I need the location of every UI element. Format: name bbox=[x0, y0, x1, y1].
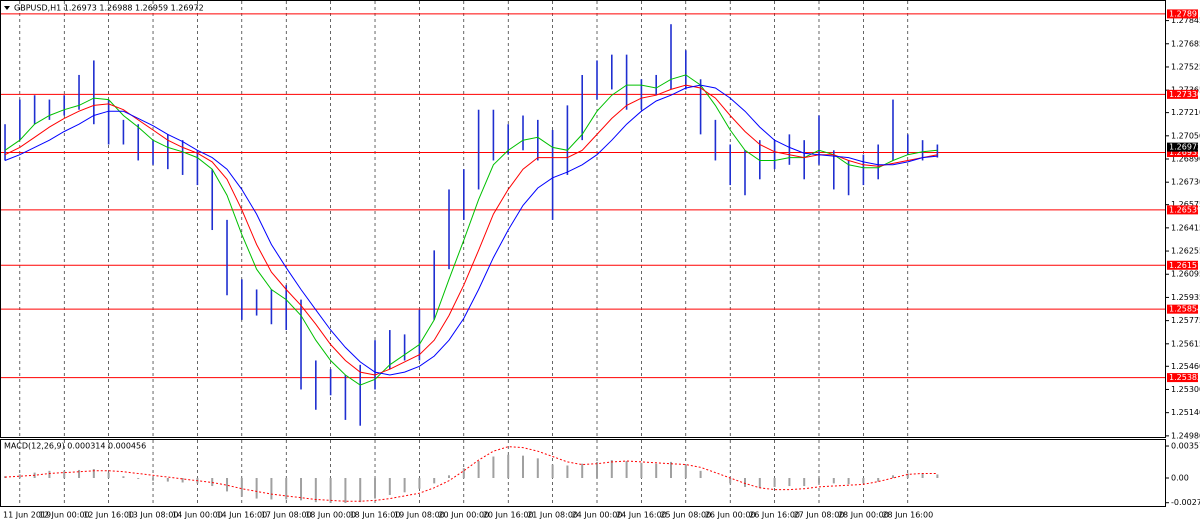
y-tick-label: 0.003576 bbox=[1171, 442, 1200, 451]
y-tick-label: 1.24980 bbox=[1171, 431, 1200, 440]
x-tick-label: 26 Jun 16:00 bbox=[749, 511, 800, 520]
x-tick-label: 11 Jun 2019 bbox=[3, 511, 51, 520]
y-tick-label: 1.26730 bbox=[1171, 178, 1200, 187]
x-tick-label: 19 Jun 08:00 bbox=[394, 511, 445, 520]
y-tick-label: 0.00 bbox=[1171, 473, 1189, 482]
bid-label: 1.26972 bbox=[1169, 143, 1200, 152]
x-tick-label: 25 Jun 08:00 bbox=[660, 511, 711, 520]
panel-menu-icon bbox=[4, 6, 10, 10]
level-label: 1.26539 bbox=[1169, 205, 1200, 214]
main-panel bbox=[0, 0, 1166, 438]
x-tick-label: 27 Jun 08:00 bbox=[794, 511, 845, 520]
macd-title: MACD(12,26,9) 0.000314 0.000456 bbox=[4, 442, 146, 451]
y-tick-label: 1.25140 bbox=[1171, 408, 1200, 417]
x-tick-label: 20 Jun 16:00 bbox=[483, 511, 534, 520]
y-tick-label: 1.27050 bbox=[1171, 131, 1200, 140]
level-label: 1.25854 bbox=[1169, 305, 1200, 314]
level-label-box bbox=[1167, 147, 1198, 157]
moving-average bbox=[4, 84, 938, 376]
level-label: 1.25382 bbox=[1169, 373, 1200, 382]
x-tick-label: 18 Jun 16:00 bbox=[350, 511, 401, 520]
y-tick-label: 1.26890 bbox=[1171, 155, 1200, 164]
y-tick-label: 1.26575 bbox=[1171, 200, 1200, 209]
y-tick-label: 1.25935 bbox=[1171, 293, 1200, 302]
level-label-box bbox=[1167, 304, 1198, 314]
x-tick-label: 28 Jun 00:00 bbox=[838, 511, 889, 520]
level-label: 1.26157 bbox=[1169, 261, 1200, 270]
y-tick-label: 1.26095 bbox=[1171, 270, 1200, 279]
level-label-box bbox=[1167, 373, 1198, 383]
x-tick-label: 26 Jun 00:00 bbox=[705, 511, 756, 520]
y-tick-label: 1.27845 bbox=[1171, 16, 1200, 25]
level-label-box bbox=[1167, 9, 1198, 19]
x-tick-label: 20 Jun 00:00 bbox=[438, 511, 489, 520]
y-tick-label: -0.002764 bbox=[1171, 498, 1200, 507]
bid-label-box bbox=[1167, 142, 1198, 152]
x-tick-label: 14 Jun 00:00 bbox=[172, 511, 223, 520]
level-label-box bbox=[1167, 260, 1198, 270]
x-tick-label: 18 Jun 00:00 bbox=[305, 511, 356, 520]
macd-signal-line bbox=[4, 446, 938, 502]
level-label-box bbox=[1167, 205, 1198, 215]
level-label-box bbox=[1167, 89, 1198, 99]
x-tick-label: 28 Jun 16:00 bbox=[882, 511, 933, 520]
y-tick-label: 1.25775 bbox=[1171, 316, 1200, 325]
y-tick-label: 1.27685 bbox=[1171, 39, 1200, 48]
x-tick-label: 24 Jun 16:00 bbox=[616, 511, 667, 520]
y-tick-label: 1.27210 bbox=[1171, 108, 1200, 117]
y-tick-label: 1.25460 bbox=[1171, 362, 1200, 371]
moving-average bbox=[4, 84, 938, 376]
x-tick-label: 12 Jun 16:00 bbox=[83, 511, 134, 520]
x-tick-label: 17 Jun 08:00 bbox=[261, 511, 312, 520]
y-tick-label: 1.26255 bbox=[1171, 247, 1200, 256]
x-tick-label: 24 Jun 00:00 bbox=[572, 511, 623, 520]
y-tick-label: 1.25615 bbox=[1171, 339, 1200, 348]
y-tick-label: 1.25300 bbox=[1171, 385, 1200, 394]
x-tick-label: 13 Jun 08:00 bbox=[128, 511, 179, 520]
level-label: 1.27336 bbox=[1169, 90, 1200, 99]
x-tick-label: 12 Jun 00:00 bbox=[39, 511, 90, 520]
moving-average bbox=[4, 74, 938, 386]
x-tick-label: 21 Jun 08:00 bbox=[527, 511, 578, 520]
level-label: 1.27891 bbox=[1169, 9, 1200, 18]
y-tick-label: 1.26415 bbox=[1171, 223, 1200, 232]
x-tick-label: 14 Jun 16:00 bbox=[216, 511, 267, 520]
level-label: 1.26935 bbox=[1169, 148, 1200, 157]
y-tick-label: 1.27525 bbox=[1171, 62, 1200, 71]
